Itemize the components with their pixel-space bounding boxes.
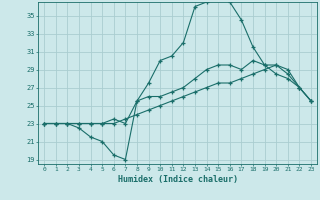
- X-axis label: Humidex (Indice chaleur): Humidex (Indice chaleur): [118, 175, 238, 184]
